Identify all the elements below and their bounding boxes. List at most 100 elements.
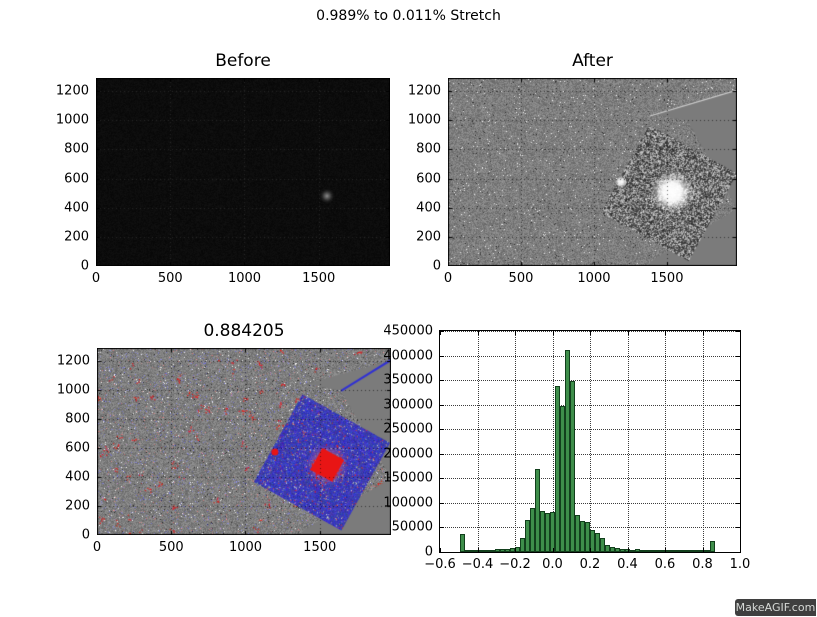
makeagif-watermark: MakeAGIF.com	[735, 599, 816, 616]
axis-tick	[477, 331, 479, 335]
tick-label: 1500	[302, 271, 336, 286]
tick-label: 500	[157, 271, 183, 286]
histogram-bar	[580, 520, 585, 552]
tick-label: 300000	[383, 397, 433, 413]
axis-tick	[736, 502, 740, 504]
histogram-bar	[635, 549, 640, 552]
histogram-bar	[610, 547, 615, 552]
axis-tick	[702, 331, 704, 335]
axis-tick	[736, 527, 740, 529]
axis-tick	[665, 548, 666, 552]
tick-label: 1000	[227, 271, 262, 286]
axis-tick	[515, 331, 516, 335]
tick-label: 50000	[391, 519, 433, 535]
histogram-bar	[525, 519, 530, 552]
histogram-bar	[670, 550, 675, 552]
axis-tick	[740, 548, 741, 552]
subplot-before-title: Before	[215, 51, 271, 71]
histogram-bar	[595, 533, 600, 552]
tick-label: 600	[416, 171, 441, 187]
tick-label: 0.6	[654, 557, 676, 572]
axis-tick	[736, 355, 740, 357]
histogram-bar	[695, 550, 700, 552]
before-image	[96, 78, 390, 266]
ratio-image	[97, 348, 391, 535]
gridline	[627, 331, 629, 552]
tick-label: 0.2	[579, 557, 601, 572]
tick-label: 0.8	[692, 557, 713, 572]
gridline	[440, 502, 740, 504]
axis-tick	[440, 404, 444, 406]
gridline	[477, 331, 479, 552]
gridline	[440, 527, 740, 529]
tick-label: −0.4	[461, 557, 494, 572]
tick-label: 0.0	[542, 557, 563, 572]
axis-tick	[515, 548, 516, 552]
tick-label: 0	[432, 258, 441, 274]
gridline	[590, 331, 591, 552]
gridline	[440, 453, 740, 455]
histogram-bar	[545, 513, 550, 552]
tick-label: 1000	[577, 271, 611, 286]
tick-label: 200000	[383, 446, 433, 462]
tick-label: 450000	[383, 323, 433, 339]
axis-tick	[590, 331, 591, 335]
tick-label: 800	[65, 411, 90, 427]
figure-title: 0.989% to 0.011% Stretch	[316, 8, 501, 24]
histogram-bar	[570, 381, 575, 552]
histogram-bar	[615, 548, 620, 552]
tick-label: 0	[424, 544, 433, 560]
axis-tick	[440, 331, 441, 335]
subplot-ratio-title: 0.884205	[203, 321, 285, 341]
axis-tick	[552, 331, 554, 335]
axis-tick	[440, 548, 441, 552]
histogram-bar	[650, 550, 655, 552]
histogram-bar	[490, 549, 495, 552]
gridline	[440, 380, 740, 382]
axis-tick	[736, 478, 740, 480]
tick-label: 0	[91, 271, 101, 286]
histogram-bar	[520, 538, 525, 552]
tick-label: 250000	[383, 421, 433, 437]
axis-tick	[736, 380, 740, 382]
subplot-histogram: −0.6 −0.4 −0.2 0.0 0.2 0.4 0.6 0.8 1.0 0 50000 1000…	[383, 324, 750, 573]
histogram-bar	[510, 547, 515, 552]
histogram-bar	[505, 548, 510, 552]
histogram-bar	[645, 550, 650, 552]
histogram-bar	[605, 544, 610, 552]
tick-label: 400	[416, 200, 441, 216]
histogram-bar	[600, 538, 605, 552]
subplot-before: Before 0 500 1000 1500 0 200 400 600 800 1000 1200	[56, 51, 390, 286]
tick-label: 200	[65, 498, 90, 514]
histogram-bar	[460, 534, 465, 552]
histogram-bar	[655, 550, 660, 552]
histogram-bar	[660, 550, 665, 552]
tick-label: 1000	[56, 382, 90, 398]
tick-label: 200	[64, 229, 89, 245]
tick-label: 1000	[55, 112, 89, 128]
histogram-bar	[630, 549, 635, 552]
axis-tick	[552, 548, 554, 552]
tick-label: 1500	[650, 271, 684, 286]
histogram-bar	[675, 550, 680, 552]
histogram-bar	[690, 550, 695, 552]
tick-label: 100000	[383, 495, 433, 511]
tick-label: 0	[81, 527, 90, 543]
histogram-bar	[480, 549, 485, 552]
axis-tick	[736, 552, 740, 553]
histogram-bar	[495, 549, 500, 552]
axis-tick	[440, 527, 444, 529]
tick-label: 1000	[407, 112, 441, 128]
histogram-bar	[465, 550, 470, 552]
histogram-bar	[500, 549, 505, 552]
axis-tick	[736, 429, 740, 431]
axis-tick	[736, 453, 740, 455]
gridline	[440, 429, 740, 431]
axis-tick	[440, 478, 444, 480]
tick-label: 500	[158, 540, 184, 555]
tick-label: 0	[443, 271, 453, 286]
axis-tick	[440, 331, 444, 332]
tick-label: 1200	[407, 83, 441, 99]
tick-label: 1.0	[729, 557, 751, 572]
